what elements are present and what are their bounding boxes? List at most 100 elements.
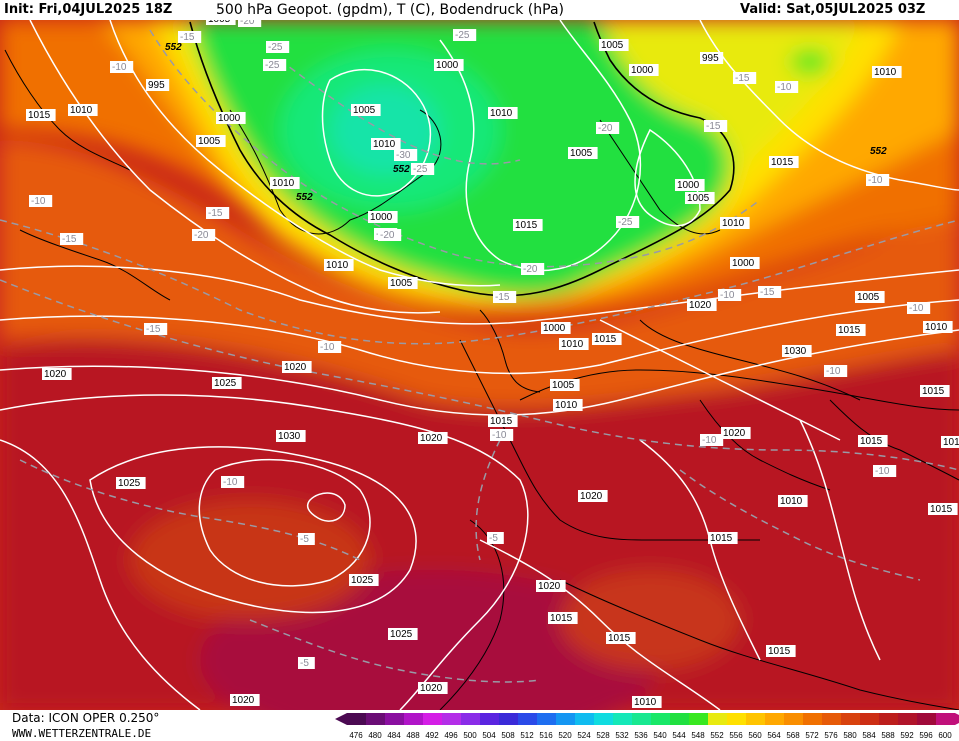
svg-text:-25: -25 — [265, 60, 280, 71]
svg-text:552: 552 — [393, 164, 410, 175]
svg-text:1005: 1005 — [198, 136, 221, 147]
svg-text:1005: 1005 — [601, 40, 624, 51]
svg-text:1010: 1010 — [943, 437, 959, 448]
svg-text:1010: 1010 — [272, 178, 295, 189]
svg-text:1010: 1010 — [925, 322, 948, 333]
temperature-label: -10 — [318, 341, 342, 353]
svg-text:1000: 1000 — [543, 323, 566, 334]
temperature-label: -25 — [411, 163, 435, 175]
svg-text:1015: 1015 — [28, 110, 51, 121]
init-time: Init: Fri,04JUL2025 18Z — [4, 2, 173, 17]
valid-time: Valid: Sat,05JUL2025 03Z — [740, 2, 926, 17]
svg-text:1000: 1000 — [631, 65, 654, 76]
pressure-label: 1005 — [206, 20, 236, 25]
svg-text:1010: 1010 — [373, 139, 396, 150]
svg-text:-15: -15 — [62, 234, 77, 245]
temperature-label: -10 — [221, 476, 245, 488]
svg-text:-10: -10 — [112, 62, 127, 73]
temperature-label: -10 — [873, 465, 897, 477]
temperature-label: -25 — [266, 41, 290, 53]
pressure-label: 1015 — [513, 219, 543, 231]
pressure-label: 995 — [700, 52, 724, 64]
pressure-label: 1010 — [778, 495, 808, 507]
pressure-label: 1020 — [687, 299, 717, 311]
legend-swatch — [879, 713, 898, 725]
legend-swatch — [765, 713, 784, 725]
pressure-label: 1030 — [782, 345, 812, 357]
svg-text:1000: 1000 — [677, 180, 700, 191]
svg-text:1005: 1005 — [687, 193, 710, 204]
legend-swatch — [632, 713, 651, 725]
svg-text:1015: 1015 — [922, 386, 945, 397]
legend-tick-label: 500 — [463, 731, 477, 740]
legend-tick-label: 580 — [843, 731, 857, 740]
pressure-label: 1020 — [721, 427, 751, 439]
legend-tick-label: 576 — [824, 731, 838, 740]
pressure-label: 1005 — [351, 104, 381, 116]
legend-tick-label: 496 — [444, 731, 458, 740]
pressure-label: 1015 — [836, 324, 866, 336]
pressure-label: 1010 — [632, 696, 662, 708]
svg-text:1020: 1020 — [420, 683, 443, 694]
pressure-label: 1015 — [858, 435, 888, 447]
temperature-label: -10 — [907, 302, 931, 314]
svg-text:1015: 1015 — [768, 646, 791, 657]
legend-swatch — [613, 713, 632, 725]
svg-text:1020: 1020 — [284, 362, 307, 373]
geopotential-label: 552 — [165, 42, 182, 53]
svg-text:-20: -20 — [598, 123, 613, 134]
legend-tick-label: 532 — [615, 731, 629, 740]
svg-text:-25: -25 — [413, 164, 428, 175]
legend-swatch — [708, 713, 727, 725]
svg-text:552: 552 — [870, 146, 887, 157]
svg-text:1010: 1010 — [70, 105, 93, 116]
svg-text:-15: -15 — [735, 73, 750, 84]
svg-text:1005: 1005 — [208, 20, 231, 25]
svg-text:1015: 1015 — [550, 613, 573, 624]
legend-swatch — [347, 713, 366, 725]
legend-swatch — [518, 713, 537, 725]
svg-text:-10: -10 — [875, 466, 890, 477]
pressure-label: 1020 — [230, 694, 260, 706]
pressure-label: 1010 — [270, 177, 300, 189]
svg-text:995: 995 — [148, 80, 165, 91]
legend-tick-label: 508 — [501, 731, 515, 740]
temperature-label: -15 — [704, 120, 728, 132]
svg-text:1015: 1015 — [838, 325, 861, 336]
temperature-label: -15 — [60, 233, 84, 245]
temperature-label: -5 — [298, 657, 315, 669]
temperature-label: -15 — [206, 207, 230, 219]
pressure-label: 1020 — [536, 580, 566, 592]
pressure-label: 1015 — [548, 612, 578, 624]
svg-text:-20: -20 — [240, 20, 255, 27]
legend-tick-label: 536 — [634, 731, 648, 740]
svg-text:-10: -10 — [720, 290, 735, 301]
temperature-label: -10 — [824, 365, 848, 377]
svg-text:1000: 1000 — [370, 212, 393, 223]
temperature-label: -25 — [263, 59, 287, 71]
geopotential-label: 552 — [296, 192, 313, 203]
legend-swatch — [803, 713, 822, 725]
legend-tick-label: 484 — [387, 731, 401, 740]
legend-tick-label: 568 — [786, 731, 800, 740]
svg-text:-15: -15 — [146, 324, 161, 335]
pressure-label: 1000 — [434, 59, 464, 71]
svg-text:-25: -25 — [618, 217, 633, 228]
svg-text:-15: -15 — [760, 287, 775, 298]
boundary-552-line — [189, 21, 735, 297]
legend-tick-label: 516 — [539, 731, 553, 740]
svg-text:1010: 1010 — [555, 400, 578, 411]
svg-text:1030: 1030 — [784, 346, 807, 357]
svg-text:1025: 1025 — [390, 629, 413, 640]
pressure-label: 1000 — [541, 322, 571, 334]
svg-text:1010: 1010 — [874, 67, 897, 78]
svg-text:1015: 1015 — [710, 533, 733, 544]
svg-text:1025: 1025 — [118, 478, 141, 489]
pressure-label: 1025 — [212, 377, 242, 389]
geopotential-label: 552 — [870, 146, 887, 157]
legend-tick-label: 544 — [672, 731, 686, 740]
legend-swatch — [746, 713, 765, 725]
legend-tick-label: 488 — [406, 731, 420, 740]
temperature-label: -20 — [378, 229, 402, 241]
svg-text:1020: 1020 — [580, 491, 603, 502]
